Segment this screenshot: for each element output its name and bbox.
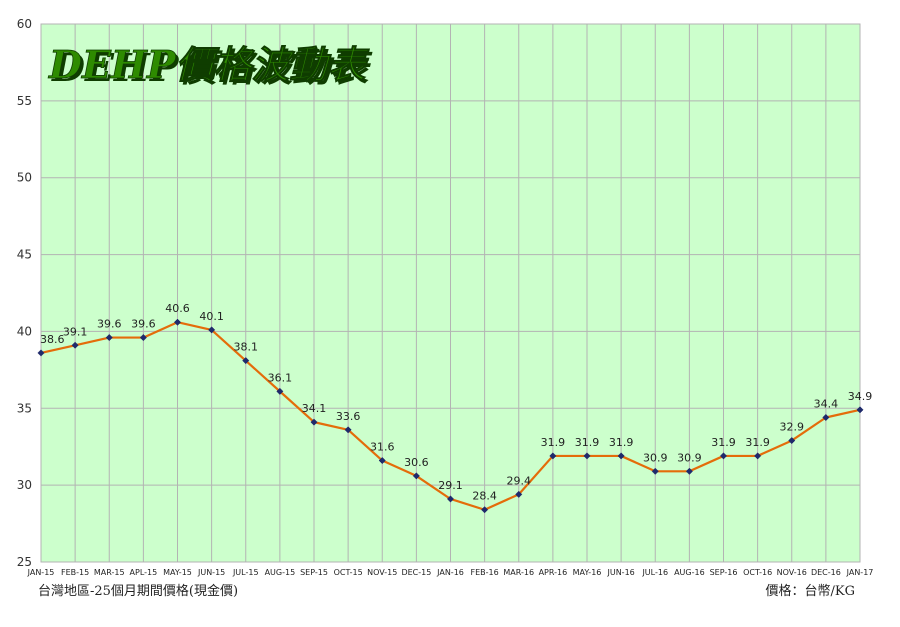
y-axis-tick-labels: 60 55 50 45 40 35 30 25 [17, 17, 32, 569]
x-tick-label: JUL-15 [232, 568, 259, 577]
y-tick-label: 35 [17, 401, 32, 415]
y-tick-label: 40 [17, 324, 32, 338]
data-label: 31.9 [745, 436, 770, 449]
y-tick-label: 60 [17, 17, 32, 31]
data-point [617, 452, 625, 460]
data-point [685, 467, 693, 475]
data-point [310, 418, 318, 426]
data-point [754, 452, 762, 460]
x-tick-label: OCT-15 [334, 568, 363, 577]
chart-title-shadow: DEHP價格波動表 [51, 45, 373, 90]
data-label: 39.6 [131, 318, 156, 331]
data-point [515, 490, 523, 498]
x-tick-label: JUN-16 [606, 568, 634, 577]
data-label: 31.9 [541, 436, 566, 449]
x-tick-label: OCT-16 [743, 568, 772, 577]
chart-title: DEHP價格波動表 [48, 42, 370, 87]
x-tick-label: NOV-16 [777, 568, 807, 577]
x-tick-label: MAY-15 [163, 568, 192, 577]
data-point [173, 318, 182, 326]
data-label: 40.6 [165, 302, 190, 315]
data-point [583, 452, 591, 460]
data-point [651, 467, 659, 475]
data-point [208, 326, 216, 334]
data-point [105, 334, 113, 342]
x-tick-label: SEP-15 [300, 568, 328, 577]
data-label: 30.9 [643, 451, 668, 464]
x-tick-label: APR-16 [539, 568, 568, 577]
unit-label: 價格：台幣/KG [766, 583, 855, 599]
x-tick-label: MAR-16 [503, 568, 534, 577]
data-point [71, 341, 79, 349]
data-label: 29.1 [438, 479, 463, 492]
data-label: 30.9 [677, 451, 702, 464]
data-point [344, 426, 352, 434]
x-tick-label: AUG-15 [265, 568, 296, 577]
data-point [37, 349, 45, 357]
data-point [446, 495, 455, 503]
x-tick-label: JAN-16 [436, 568, 464, 577]
data-label: 39.6 [97, 318, 122, 331]
gridlines [40, 23, 861, 563]
data-point [856, 406, 864, 414]
y-tick-label: 45 [17, 248, 32, 262]
x-tick-label: JUN-15 [197, 568, 225, 577]
data-label: 31.6 [370, 441, 395, 454]
data-point [719, 452, 728, 460]
x-tick-label: APL-15 [130, 568, 158, 577]
data-point [378, 456, 386, 465]
x-tick-label: JAN-17 [846, 568, 874, 577]
data-point [481, 506, 489, 514]
data-point [139, 334, 147, 342]
x-tick-label: AUG-16 [674, 568, 705, 577]
data-label: 34.1 [302, 402, 327, 415]
data-label: 30.6 [404, 456, 429, 469]
data-label: 31.9 [711, 436, 736, 449]
x-tick-label: JUL-16 [641, 568, 668, 577]
data-point [549, 452, 557, 460]
data-label: 29.4 [507, 474, 532, 487]
data-label: 40.1 [199, 310, 224, 323]
x-tick-label: MAR-15 [94, 568, 125, 577]
data-label: 39.1 [63, 325, 88, 338]
data-label: 38.1 [234, 341, 259, 354]
y-tick-label: 25 [17, 555, 32, 569]
x-tick-label: FEB-16 [471, 568, 499, 577]
data-point [242, 357, 250, 365]
data-label: 36.1 [268, 371, 293, 384]
data-label: 28.4 [472, 490, 497, 503]
y-tick-label: 50 [17, 171, 32, 185]
y-tick-label: 55 [17, 94, 32, 108]
data-label: 31.9 [609, 436, 634, 449]
data-point [412, 472, 420, 480]
data-label: 38.6 [40, 333, 65, 346]
x-tick-label: NOV-15 [367, 568, 397, 577]
y-tick-label: 30 [17, 478, 32, 492]
x-tick-label: DEC-16 [811, 568, 841, 577]
x-tick-label: DEC-15 [401, 568, 431, 577]
x-tick-label: MAY-16 [573, 568, 602, 577]
data-label: 34.9 [848, 390, 873, 403]
footer-note: 台灣地區-25個月期間價格(現金價) [38, 583, 238, 599]
data-labels: 38.639.1 39.6 39.6 40.6 40.1 38.1 36.1 34.1 33.6… [40, 302, 872, 503]
x-tick-label: FEB-15 [61, 568, 89, 577]
x-axis-tick-labels: JAN-15 FEB-15 MAR-15 APL-15 MAY-15 JUN-15 JUL-… [27, 568, 874, 577]
data-label: 33.6 [336, 410, 361, 423]
x-tick-label: JAN-15 [27, 568, 55, 577]
data-point [822, 413, 830, 422]
data-label: 32.9 [780, 421, 805, 434]
data-label: 31.9 [575, 436, 600, 449]
data-point [788, 437, 796, 445]
data-point [276, 387, 284, 395]
data-label: 34.4 [814, 398, 839, 411]
price-series [37, 318, 864, 514]
x-tick-label: SEP-16 [710, 568, 738, 577]
